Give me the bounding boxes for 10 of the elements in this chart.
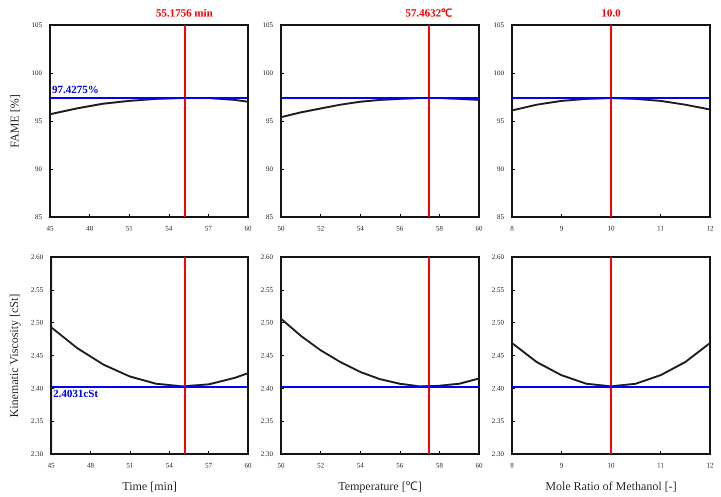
ref-line-label: 55.1756 min <box>156 8 213 20</box>
x-axis-title: Time [min] <box>122 479 177 493</box>
ref-line-label: 97.4275% <box>52 84 99 96</box>
ref-line-label: 10.0 <box>601 8 622 20</box>
x-axis-title: Mole Ratio of Methanol [-] <box>545 479 677 493</box>
ref-line-label: 2.4031cSt <box>53 388 98 400</box>
x-axis-title: Temperature [℃] <box>338 479 422 493</box>
y-axis-title: Kinematic Viscosity [cSt] <box>7 294 21 418</box>
y-axis-title: FAME [%] <box>8 94 22 148</box>
ref-line-label: 57.4632℃ <box>405 8 452 20</box>
